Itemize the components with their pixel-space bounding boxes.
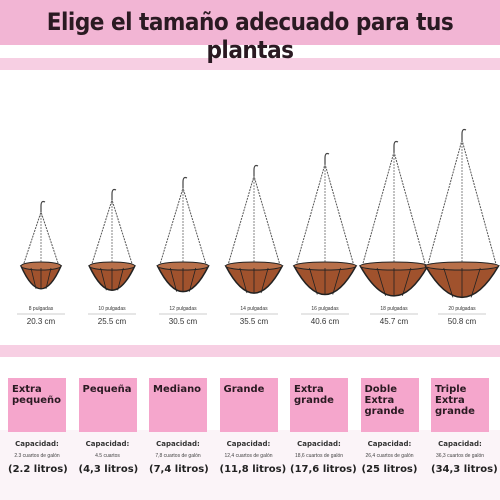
size-name: Extra grande: [290, 378, 348, 432]
chain: [227, 175, 255, 267]
chain: [40, 211, 60, 267]
quarts: 26,4 cuartos de galón: [365, 453, 414, 459]
inches-label: 12 pulgadas: [169, 306, 197, 312]
liters: (2.2 litros): [8, 464, 68, 475]
cm-label: 45.7 cm: [380, 317, 409, 326]
size-card: Extra pequeño Capacidad: 2.3 cuartos de ga…: [8, 378, 68, 475]
wire: [100, 267, 107, 291]
baskets: 8 pulgadas 20.3 cm 10 pulgadas 25.5 cm 12 pu…: [17, 128, 500, 326]
size-name: Doble Extra grande: [360, 378, 419, 432]
quarts: 36,3 cuartos de galón: [435, 453, 485, 459]
chain: [427, 139, 463, 267]
size-card: Mediano Capacidad: 7,8 cuartos de galón (7,…: [149, 378, 209, 475]
hook: [40, 200, 46, 212]
wire: [260, 267, 269, 294]
quarts: 4.5 cuartos: [95, 453, 120, 459]
wire: [169, 267, 178, 292]
wire: [332, 267, 341, 295]
cm-label: 50.8 cm: [448, 317, 477, 326]
chain: [159, 187, 184, 267]
inches-label: 14 pulgadas: [240, 306, 268, 312]
chain: [253, 175, 281, 267]
inches-label: 8 pulgadas: [29, 306, 54, 312]
hook: [111, 188, 117, 200]
size-card: Pequeña Capacidad: 4.5 cuartos (4,3 litros): [78, 378, 139, 475]
inches-label: 20 pulgadas: [448, 306, 476, 312]
chain: [393, 151, 427, 267]
cm-label: 25.5 cm: [98, 317, 127, 326]
size-name: Triple Extra grande: [431, 378, 489, 432]
liters: (25 litros): [361, 464, 418, 475]
size-card: Triple Extra grande Capacidad: 36,3 cuarto…: [431, 378, 498, 475]
capacity-label: Capacidad:: [156, 440, 200, 448]
chain: [324, 163, 355, 267]
quarts: 12,4 cuartos de galón: [224, 453, 273, 459]
liters: (17,6 litros): [290, 464, 357, 475]
cm-label: 20.3 cm: [27, 317, 56, 326]
chain: [111, 199, 134, 267]
capacity-label: Capacidad:: [85, 440, 130, 448]
chain: [22, 211, 42, 267]
liters: (7,4 litros): [149, 464, 209, 475]
capacity-label: Capacidad:: [367, 440, 412, 448]
hook: [461, 128, 467, 140]
wire: [470, 267, 481, 298]
capacity-label: Capacidad:: [226, 440, 271, 448]
cm-label: 35.5 cm: [240, 317, 269, 326]
hook: [253, 164, 259, 176]
capacity-label: Capacidad:: [15, 440, 59, 448]
cm-label: 30.5 cm: [169, 317, 198, 326]
liters: (11,8 litros): [219, 464, 287, 475]
stripe: [0, 345, 500, 357]
size-card: Extra grande Capacidad: 18,6 cuartos de ga…: [290, 378, 357, 475]
title: Elige el tamaño adecuado para tus planta…: [46, 8, 454, 64]
inches-label: 16 pulgadas: [311, 306, 339, 312]
wire: [30, 267, 37, 289]
wire: [188, 267, 197, 292]
wire: [117, 267, 124, 291]
chain: [295, 163, 326, 267]
header-band: [0, 0, 500, 45]
wire: [45, 267, 52, 289]
size-card: Grande Capacidad: 12,4 cuartos de galón (11…: [219, 378, 287, 475]
chain: [90, 199, 113, 267]
liters: (4,3 litros): [78, 464, 139, 475]
hook: [324, 152, 330, 164]
size-name: Extra pequeño: [8, 378, 66, 432]
chain: [182, 187, 207, 267]
wire: [443, 267, 454, 298]
size-name: Grande: [219, 378, 278, 432]
size-name: Pequeña: [78, 378, 137, 432]
inches-label: 18 pulgadas: [380, 306, 408, 312]
liters: (34,3 litros): [431, 464, 498, 475]
quarts: 7,8 cuartos de galón: [155, 453, 201, 459]
wire: [239, 267, 248, 294]
quarts: 18,6 cuartos de galón: [294, 453, 344, 459]
size-name: Mediano: [149, 378, 207, 432]
cm-label: 40.6 cm: [311, 317, 340, 326]
capacity-label: Capacidad:: [438, 440, 482, 448]
wire: [309, 267, 318, 295]
size-card: Doble Extra grande Capacidad: 26,4 cuartos…: [360, 378, 419, 475]
wire: [376, 267, 386, 297]
quarts: 2.3 cuartos de galón: [14, 453, 60, 459]
hook: [182, 176, 188, 188]
hook: [393, 140, 399, 152]
stripe: [0, 58, 500, 70]
capacity-label: Capacidad:: [297, 440, 341, 448]
wire: [402, 267, 412, 297]
chain: [461, 139, 497, 267]
inches-label: 10 pulgadas: [98, 306, 126, 312]
chain: [361, 151, 395, 267]
card-area: [0, 430, 500, 500]
